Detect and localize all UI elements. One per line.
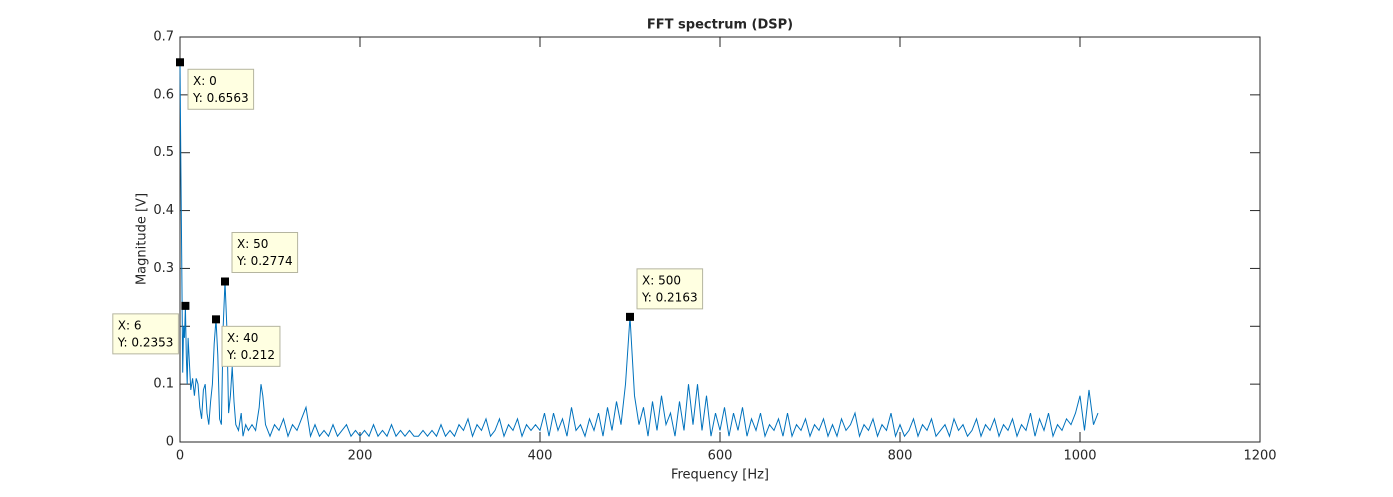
datatip-text: X: 50	[237, 237, 268, 251]
y-axis-label: Magnitude [V]	[135, 193, 150, 285]
x-tick-label: 0	[176, 449, 184, 464]
y-tick-label: 0.1	[153, 377, 174, 392]
datatip-text: Y: 0.212	[226, 348, 275, 362]
datatip: X: 40 Y: 0.212	[212, 315, 281, 367]
datatip-box	[112, 313, 179, 355]
x-tick-label: 400	[528, 449, 553, 464]
datatip-marker	[181, 301, 190, 310]
datatip-marker	[626, 312, 634, 321]
x-axis-label: Frequency [Hz]	[671, 468, 769, 483]
x-tick-label: 200	[348, 449, 373, 464]
x-tick-label: 1200	[1243, 449, 1276, 464]
datatip-marker	[212, 315, 220, 324]
datatip: X: 6 Y: 0.2353	[112, 301, 190, 355]
y-tick-label: 0.6	[153, 87, 174, 102]
x-tick-label: 1000	[1063, 449, 1096, 464]
y-tick-label: 0.5	[153, 145, 174, 160]
datatip: X: 0 Y: 0.6563	[176, 58, 255, 110]
datatip-marker	[221, 277, 229, 286]
datatip-text: X: 500	[642, 273, 681, 287]
datatip-text: Y: 0.2353	[117, 335, 174, 349]
datatip-text: Y: 0.2163	[641, 290, 698, 304]
datatip-box	[221, 325, 281, 367]
datatip-box	[187, 68, 255, 110]
datatip-box	[636, 268, 704, 310]
spectrum-line	[179, 62, 1099, 439]
chart-title: FFT spectrum (DSP)	[647, 18, 793, 33]
datatip-text: Y: 0.2774	[236, 254, 293, 268]
datatip: X: 50 Y: 0.2774	[221, 232, 299, 286]
y-tick-label: 0.7	[153, 30, 174, 45]
datatip-text: Y: 0.6563	[192, 91, 249, 105]
x-tick-label: 600	[708, 449, 733, 464]
axes-box	[179, 36, 1261, 443]
y-tick-label: 0.4	[153, 203, 174, 218]
datatip-text: X: 40	[227, 331, 258, 345]
y-tick-label: 0	[166, 435, 174, 450]
x-tick-label: 800	[888, 449, 913, 464]
datatip-marker	[176, 58, 184, 67]
plot-area	[180, 37, 1260, 442]
datatip-text: X: 0	[193, 74, 217, 88]
y-tick-label: 0.3	[153, 261, 174, 276]
datatip-text: X: 6	[118, 318, 142, 332]
datatip: X: 500 Y: 0.2163	[626, 268, 704, 321]
datatip-box	[231, 232, 299, 274]
